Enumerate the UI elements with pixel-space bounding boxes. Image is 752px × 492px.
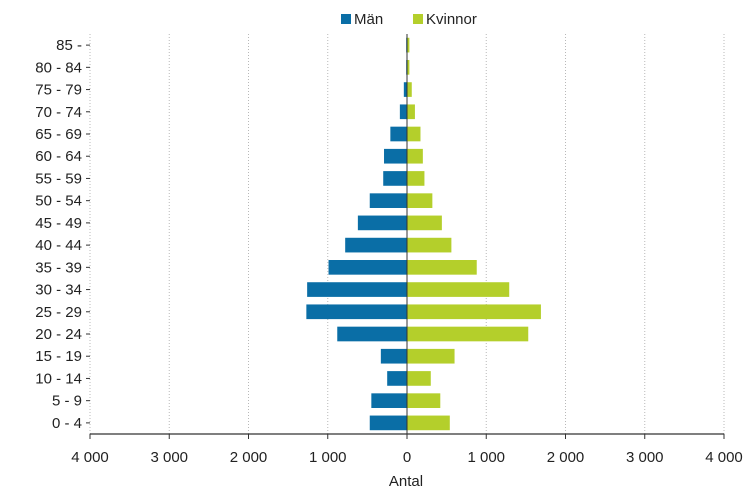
bar-men-8 bbox=[345, 237, 407, 253]
x-tick-label: 1 000 bbox=[309, 449, 347, 466]
bar-layer bbox=[306, 37, 541, 431]
y-tick-label: 55 - 59 bbox=[35, 170, 82, 187]
y-tick-label: 15 - 19 bbox=[35, 348, 82, 365]
x-tick-label: 4 000 bbox=[705, 449, 743, 466]
x-tick-label: 2 000 bbox=[547, 449, 585, 466]
y-tick-label: 25 - 29 bbox=[35, 304, 82, 321]
y-tick-label: 0 - 4 bbox=[52, 415, 82, 432]
y-tick-label: 85 - bbox=[56, 37, 82, 54]
x-tick-label: 1 000 bbox=[467, 449, 505, 466]
bar-men-2 bbox=[387, 371, 407, 386]
bar-men-9 bbox=[357, 215, 407, 231]
bar-men-14 bbox=[399, 104, 407, 120]
bar-men-15 bbox=[403, 82, 407, 97]
y-tick-label: 80 - 84 bbox=[35, 59, 82, 76]
bar-women-5 bbox=[407, 304, 541, 320]
bar-women-16 bbox=[407, 60, 410, 75]
bar-women-1 bbox=[407, 393, 441, 408]
bar-women-0 bbox=[407, 415, 450, 431]
bar-men-4 bbox=[337, 326, 407, 342]
bar-women-14 bbox=[407, 104, 415, 120]
bar-women-17 bbox=[407, 37, 410, 53]
bar-men-5 bbox=[306, 304, 407, 320]
legend-swatch-men bbox=[341, 14, 351, 24]
bar-men-1 bbox=[371, 393, 407, 408]
y-tick-label: 10 - 14 bbox=[35, 370, 82, 387]
legend-label-women: Kvinnor bbox=[426, 11, 477, 28]
bar-women-4 bbox=[407, 326, 529, 342]
axis-layer: 0 - 4 5 - 9 10 - 14 15 - 19 20 - 24 25 - 29 30… bbox=[35, 34, 743, 466]
x-tick-label: 0 bbox=[403, 449, 411, 466]
y-tick-label: 5 - 9 bbox=[52, 393, 82, 410]
y-tick-label: 50 - 54 bbox=[35, 193, 82, 210]
bar-men-7 bbox=[328, 260, 407, 275]
x-tick-label: 3 000 bbox=[150, 449, 188, 466]
bar-women-9 bbox=[407, 215, 442, 231]
bar-men-13 bbox=[390, 126, 407, 142]
y-tick-label: 60 - 64 bbox=[35, 148, 82, 165]
legend-label-men: Män bbox=[354, 11, 383, 28]
bar-men-0 bbox=[369, 415, 407, 431]
bar-men-10 bbox=[369, 193, 407, 208]
bar-women-8 bbox=[407, 237, 452, 253]
x-axis-title: Antal bbox=[389, 473, 423, 490]
bar-men-6 bbox=[307, 282, 407, 297]
y-tick-label: 30 - 34 bbox=[35, 282, 82, 299]
y-tick-label: 75 - 79 bbox=[35, 82, 82, 99]
y-tick-label: 35 - 39 bbox=[35, 259, 82, 276]
grid-layer bbox=[89, 34, 725, 434]
y-tick-label: 20 - 24 bbox=[35, 326, 82, 343]
bar-women-2 bbox=[407, 371, 431, 386]
bar-men-3 bbox=[380, 348, 407, 364]
x-tick-label: 4 000 bbox=[71, 449, 109, 466]
bar-men-12 bbox=[384, 148, 407, 164]
bar-women-3 bbox=[407, 348, 455, 364]
bar-women-6 bbox=[407, 282, 510, 297]
legend-swatch-women bbox=[413, 14, 423, 24]
bar-men-11 bbox=[383, 171, 407, 186]
bar-women-12 bbox=[407, 148, 423, 164]
y-tick-label: 65 - 69 bbox=[35, 126, 82, 143]
legend: Män Kvinnor bbox=[341, 11, 477, 28]
bar-women-13 bbox=[407, 126, 421, 142]
bar-women-10 bbox=[407, 193, 433, 208]
x-tick-label: 3 000 bbox=[626, 449, 664, 466]
bar-women-7 bbox=[407, 260, 477, 275]
bar-women-15 bbox=[407, 82, 412, 97]
y-tick-label: 45 - 49 bbox=[35, 215, 82, 232]
bar-women-11 bbox=[407, 171, 425, 186]
y-tick-label: 70 - 74 bbox=[35, 104, 82, 121]
x-tick-label: 2 000 bbox=[230, 449, 268, 466]
y-tick-label: 40 - 44 bbox=[35, 237, 82, 254]
